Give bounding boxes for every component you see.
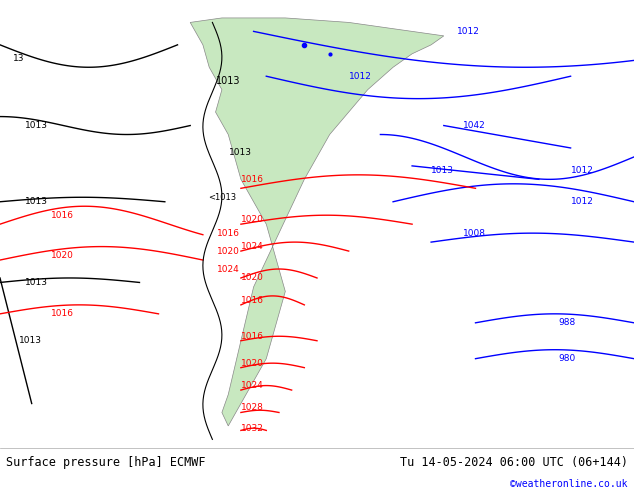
Text: 1013: 1013 <box>431 166 454 175</box>
Text: 1028: 1028 <box>241 403 264 413</box>
Text: 1020: 1020 <box>241 215 264 224</box>
Text: 1024: 1024 <box>241 242 264 251</box>
Text: 1008: 1008 <box>463 229 486 238</box>
Text: 1013: 1013 <box>25 121 48 130</box>
Text: 1012: 1012 <box>571 166 593 175</box>
Text: Tu 14-05-2024 06:00 UTC (06+144): Tu 14-05-2024 06:00 UTC (06+144) <box>399 456 628 469</box>
Text: 1016: 1016 <box>241 332 264 341</box>
Text: 1042: 1042 <box>463 121 486 130</box>
Text: <1013: <1013 <box>208 193 236 202</box>
Text: 980: 980 <box>558 354 575 363</box>
Text: 1024: 1024 <box>241 381 264 390</box>
Text: 1013: 1013 <box>19 336 42 345</box>
Text: 1012: 1012 <box>349 72 372 81</box>
Text: 1012: 1012 <box>456 27 479 36</box>
Polygon shape <box>190 18 444 426</box>
Text: 1013: 1013 <box>25 197 48 206</box>
Text: 1016: 1016 <box>217 229 240 238</box>
Text: 13: 13 <box>13 54 24 63</box>
Text: Surface pressure [hPa] ECMWF: Surface pressure [hPa] ECMWF <box>6 456 206 469</box>
Text: 1013: 1013 <box>25 278 48 287</box>
Text: 1013: 1013 <box>230 148 252 157</box>
Text: 1016: 1016 <box>51 211 74 220</box>
Text: 988: 988 <box>558 318 575 327</box>
Text: 1013: 1013 <box>216 75 240 86</box>
Text: 1032: 1032 <box>241 424 264 433</box>
Text: 1024: 1024 <box>217 265 240 273</box>
Text: 1020: 1020 <box>217 246 240 256</box>
Text: 1016: 1016 <box>241 175 264 184</box>
Text: 1016: 1016 <box>241 296 264 305</box>
Text: ©weatheronline.co.uk: ©weatheronline.co.uk <box>510 479 628 489</box>
Text: 1020: 1020 <box>241 273 264 282</box>
Text: 1016: 1016 <box>51 309 74 318</box>
Text: 1020: 1020 <box>241 359 264 368</box>
Text: 1020: 1020 <box>51 251 74 260</box>
Text: 1012: 1012 <box>571 197 593 206</box>
